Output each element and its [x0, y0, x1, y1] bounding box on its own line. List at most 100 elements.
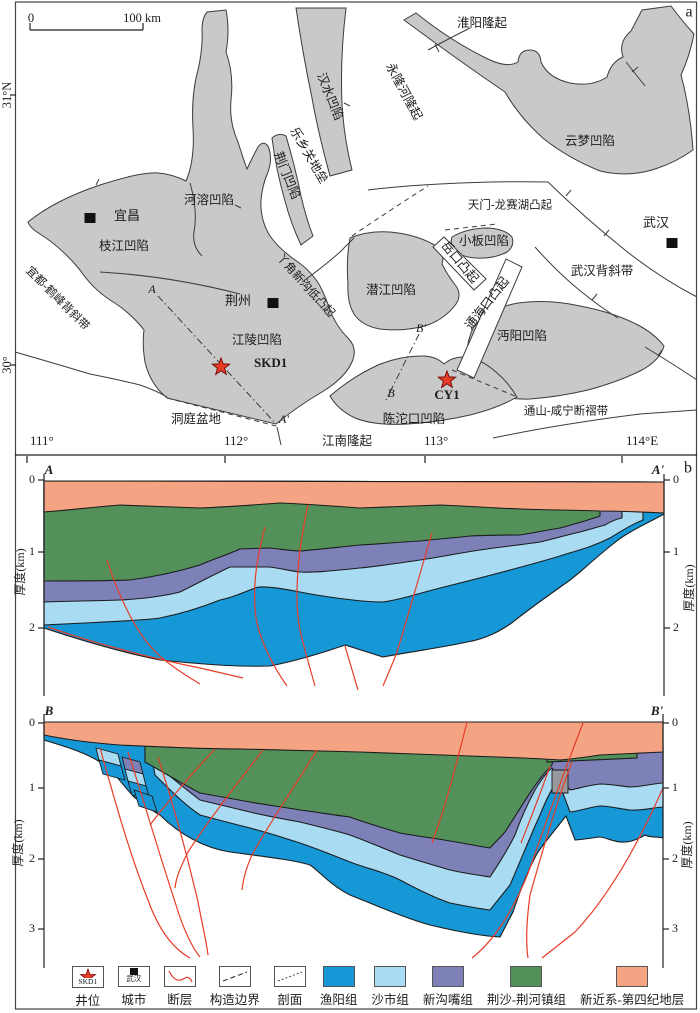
- map-boundary-line: [547, 181, 698, 298]
- map-region-hanshui-band: [295, 7, 353, 177]
- map-dashed-boundary: [351, 185, 429, 237]
- legend-color-swatch: [510, 966, 543, 987]
- map-region-label: 武汉背斜带: [571, 264, 634, 278]
- legend-color-swatch: [322, 966, 355, 987]
- map-region-qianjiang: [346, 231, 460, 331]
- city-label-宜昌: 宜昌: [114, 208, 140, 223]
- secB-axis-title: 厚度(km): [679, 821, 694, 868]
- secA-tick-label: 2: [29, 620, 35, 634]
- legend-label: 剖面: [277, 993, 303, 1007]
- map-region-label: 潜江凹陷: [366, 282, 416, 297]
- legend-item-5: 渔阳组: [319, 966, 358, 1008]
- legend-item-9: 新近系-第四纪地层: [580, 966, 684, 1008]
- map-panel: 淮阳隆起云梦凹陷永隆河隆起汉水凹陷乐乡关地垒荆门凹陷河溶凹陷枝江凹陷宜都-鹤峰背…: [0, 4, 698, 463]
- secA-tick-label: 0: [673, 472, 679, 486]
- secA-right-label: A': [651, 462, 665, 477]
- secB-tick-label: 0: [29, 715, 35, 729]
- secB-margin-slivers: [95, 747, 158, 813]
- map-region-label: 河溶凹陷: [184, 192, 234, 207]
- legend-color-swatch: [374, 966, 407, 987]
- well-star-icon: SKD1: [71, 966, 104, 988]
- city-square-荆州: [267, 298, 279, 308]
- legend-label: 断层: [167, 993, 193, 1007]
- well-label-CY1: CY1: [434, 387, 459, 402]
- legend-label: 新沟嘴组: [422, 993, 473, 1007]
- map-lon-label: 113°: [424, 433, 448, 448]
- map-boundary-line: [534, 246, 619, 319]
- map-lat-label: 31°N: [0, 82, 14, 109]
- map-endpoint-Bp: B': [416, 321, 426, 335]
- city-label-荆州: 荆州: [225, 293, 251, 308]
- legend-label: 沙市组: [371, 993, 409, 1007]
- map-boundary-line: [492, 409, 698, 439]
- legend: SKD1 井位 武汉 城市 断层 构造边界 剖面 渔阳组 沙市组 新沟嘴组 荆沙-荆河镇组 新近系-第…: [64, 966, 692, 1010]
- secB-tick-label: 1: [672, 780, 678, 794]
- secA-left-label: A: [44, 462, 54, 477]
- figure-border: [14, 1, 698, 1010]
- legend-color-swatch: [616, 966, 649, 987]
- panel-b-label: b: [684, 460, 692, 477]
- secB-axis-title: 厚度(km): [10, 819, 25, 866]
- secB-tick-label: 2: [29, 851, 35, 865]
- legend-label: 城市: [121, 993, 147, 1007]
- map-dashed-boundary: [451, 369, 516, 397]
- legend-color-swatch: [431, 966, 464, 987]
- map-region-label: 沔阳凹陷: [497, 328, 547, 343]
- secA-neogene-unit: [43, 480, 665, 514]
- section-a: [43, 480, 665, 691]
- secA-tick-label: 2: [673, 620, 679, 634]
- legend-item-6: 沙市组: [371, 966, 409, 1008]
- map-dashed-boundary: [166, 397, 277, 427]
- scalebar-label: 100 km: [123, 11, 161, 25]
- map-region-label: 枝江凹陷: [99, 238, 149, 253]
- fault-line-icon: [163, 966, 196, 987]
- legend-label: 井位: [75, 994, 101, 1008]
- map-section-line-BB: [385, 333, 420, 401]
- map-section-line-AA-end: [276, 426, 282, 446]
- map-strip-tonghaikou: [456, 258, 523, 379]
- section-line-icon: [273, 966, 306, 987]
- secB-tick-label: 3: [672, 921, 678, 935]
- secB-left-label: B: [44, 703, 54, 718]
- map-boundary-line: [301, 237, 355, 283]
- map-boundary-line: [625, 61, 646, 87]
- secB-neogene-unit: [43, 721, 664, 761]
- map-scalebar: [29, 23, 144, 31]
- section-b: [43, 721, 664, 959]
- secA-axis-title: 厚度(km): [12, 548, 27, 595]
- map-region-label: 洞庭盆地: [171, 411, 222, 426]
- boundary-line-icon: [218, 966, 251, 987]
- secB-tick-label: 0: [672, 715, 678, 729]
- map-region-jingmen-band: [271, 133, 314, 246]
- secA-tick-label: 0: [29, 472, 35, 486]
- map-endpoint-B: B: [387, 386, 395, 400]
- map-boundary-line: [367, 181, 549, 191]
- map-lat-label: 30°: [0, 356, 14, 374]
- legend-label: 渔阳组: [319, 993, 358, 1007]
- legend-label: 荆沙-荆河镇组: [486, 993, 567, 1007]
- map-region-west-mass: [27, 9, 355, 425]
- map-boundary-line: [14, 351, 168, 398]
- map-lon-label: 111°: [30, 433, 54, 448]
- map-region-label: 淮阳隆起: [457, 15, 508, 30]
- panel-a-label: a: [685, 4, 692, 21]
- map-boundary-line: [427, 27, 471, 51]
- map-fault-ticks: [95, 43, 663, 357]
- legend-label: 新近系-第四纪地层: [580, 993, 685, 1007]
- legend-item-0: SKD1 井位: [71, 966, 104, 1009]
- map-lon-label: 114°E: [626, 433, 658, 448]
- secA-faults: [47, 504, 433, 691]
- legend-label: 构造边界: [209, 993, 260, 1007]
- scalebar-zero: 0: [28, 11, 34, 25]
- map-endpoint-A: A: [147, 282, 156, 296]
- map-region-label: 永隆河隆起: [383, 60, 426, 123]
- map-boundary-line: [644, 346, 698, 381]
- map-boundary-line: [99, 271, 241, 295]
- map-region-yunmeng: [403, 5, 695, 175]
- secB-basement-sliver: [551, 769, 569, 794]
- secB-right-label: B': [650, 703, 664, 718]
- map-region-label: 荆门凹陷: [271, 149, 304, 201]
